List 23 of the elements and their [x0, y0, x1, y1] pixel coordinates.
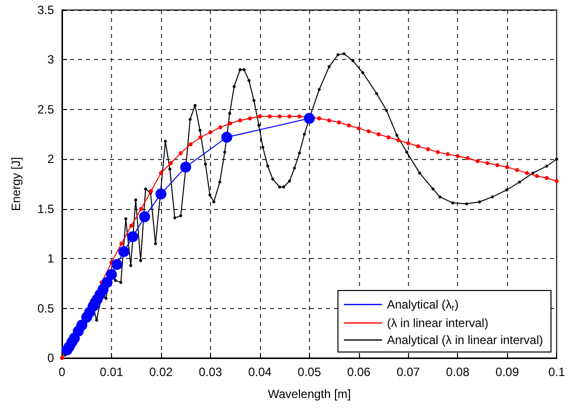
x-tick-label: 0	[58, 365, 66, 379]
y-tick-label: 3	[47, 52, 54, 67]
x-tick-label: 0.06	[347, 365, 371, 379]
x-tick-label: 0.1	[548, 365, 566, 379]
x-tick-label: 0.02	[149, 365, 173, 379]
y-tick-label: 1	[47, 252, 54, 266]
legend-label: (λ in linear interval)	[386, 316, 488, 330]
x-tick-label: 0.04	[248, 365, 272, 379]
y-tick-label: 2	[47, 152, 54, 166]
x-tick-label: 0.09	[496, 365, 520, 379]
x-tick-label: 0.01	[100, 365, 124, 379]
y-tick-label: 3.5	[37, 3, 54, 17]
x-tick-label: 0.07	[396, 365, 420, 379]
y-tick-label: 0.5	[37, 301, 54, 316]
x-tick-label: 0.05	[298, 365, 322, 379]
legend-label: Analytical (λ in linear interval)	[386, 333, 544, 347]
x-tick-label: 0.08	[446, 365, 470, 379]
y-tick-label: 0	[47, 351, 54, 365]
x-tick-label: 0.03	[198, 365, 222, 379]
y-tick-label: 2.5	[37, 102, 54, 116]
y-axis-title: Energy [J]	[9, 156, 23, 212]
y-tick-label: 1.5	[37, 202, 54, 216]
x-axis-title: Wavelength [m]	[268, 387, 351, 401]
